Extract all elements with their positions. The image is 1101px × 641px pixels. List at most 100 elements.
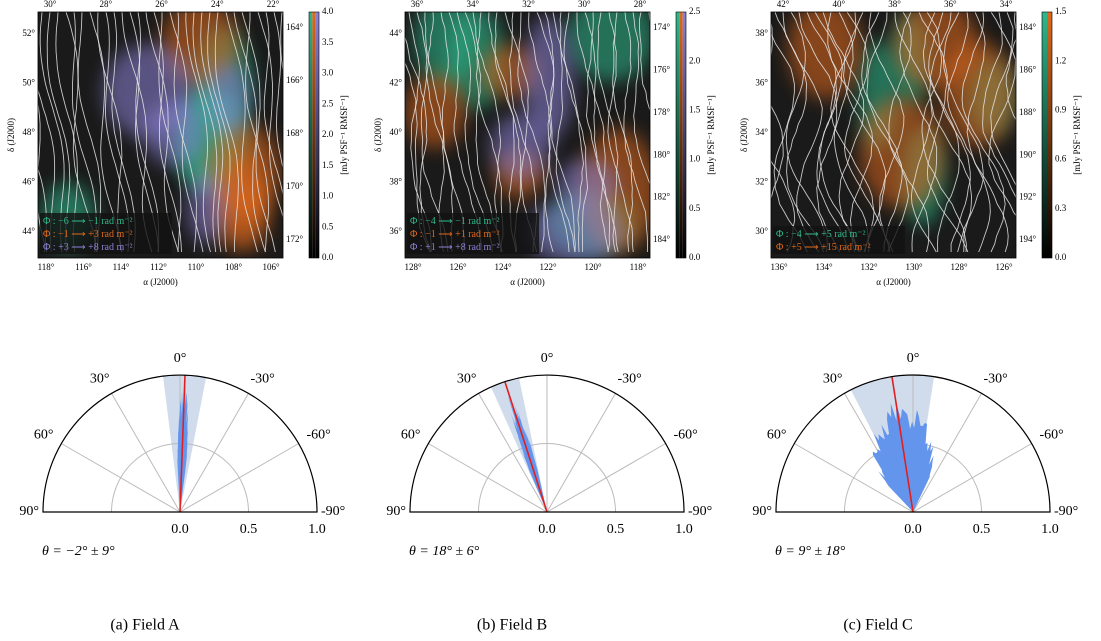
left-tick-label: 38° [755, 28, 768, 38]
polar-angle-label: -30° [618, 372, 642, 387]
left-tick-label: 36° [389, 226, 402, 236]
polar-angle-label: -30° [251, 372, 275, 387]
bottom-tick-label: 120° [584, 262, 602, 272]
caption: (b) Field B [477, 617, 547, 634]
theta-estimate: θ = 9° ± 18° [775, 544, 846, 559]
emission-blob [204, 62, 249, 136]
figure: Φ : −6 ⟶ −1 rad m⁻² Φ : −1 ⟶ +3 rad m⁻² Φ … [0, 0, 1101, 641]
legend-entry: Φ : −4 ⟶ −1 rad m⁻² [410, 216, 500, 227]
bottom-tick-label: 114° [113, 262, 130, 272]
colorbar-tick-label: 2.0 [322, 129, 334, 139]
top-tick-label: 38° [888, 0, 901, 9]
top-tick-label: 26° [155, 0, 168, 9]
y-axis-label: δ (J2000) [739, 118, 749, 152]
legend-entry: Φ : −1 ⟶ +3 rad m⁻² [43, 229, 133, 240]
bottom-tick-label: 118° [630, 262, 647, 272]
right-tick-label: 182° [653, 192, 671, 202]
polar-angle-label: 30° [457, 372, 477, 387]
colorbar-strip [1042, 12, 1047, 258]
polar-radial-label: 1.0 [308, 522, 326, 537]
colorbar-strip [309, 12, 312, 258]
field-line [1047, 12, 1092, 252]
right-tick-label: 166° [286, 75, 304, 85]
bottom-tick-label: 106° [262, 262, 280, 272]
polar-radial-label: 0.5 [240, 522, 258, 537]
top-tick-label: 36° [944, 0, 957, 9]
colorbar-tick-label: 2.5 [322, 98, 334, 108]
polar-grid-line [547, 393, 616, 512]
bottom-tick-label: 122° [539, 262, 557, 272]
legend-entry: Φ : −6 ⟶ −1 rad m⁻² [43, 216, 133, 227]
colorbar-tick-label: 1.5 [1055, 6, 1067, 16]
polar-angle-label: 60° [401, 428, 421, 443]
bottom-tick-label: 134° [815, 262, 833, 272]
colorbar-strip [679, 12, 682, 258]
right-tick-label: 184° [1019, 22, 1037, 32]
right-tick-label: 186° [1019, 64, 1037, 74]
bottom-tick-label: 124° [494, 262, 512, 272]
x-axis-label: α (J2000) [510, 277, 544, 287]
polar-angle-label: -90° [688, 504, 712, 519]
x-axis-label: α (J2000) [143, 277, 177, 287]
top-tick-label: 30° [44, 0, 57, 9]
polar-angle-label: 90° [386, 504, 406, 519]
polar-grid-line [61, 444, 180, 513]
polar-angle-label: 0° [541, 351, 554, 366]
left-tick-label: 52° [22, 28, 35, 38]
polar-angle-label: 90° [19, 504, 39, 519]
bottom-tick-label: 108° [225, 262, 243, 272]
left-tick-label: 50° [22, 78, 35, 88]
colorbar-tick-label: 3.0 [322, 68, 334, 78]
emission-blob [187, 172, 227, 244]
left-tick-label: 36° [755, 78, 768, 88]
right-tick-label: 180° [653, 149, 671, 159]
sky-map [745, 0, 1091, 258]
left-tick-label: 32° [755, 177, 768, 187]
colorbar-label: [mJy PSF⁻¹ RMSF⁻¹] [706, 95, 716, 174]
polar-angle-label: -60° [1040, 428, 1064, 443]
polar-angle-label: 60° [34, 428, 54, 443]
right-tick-label: 192° [1019, 192, 1037, 202]
polar-angle-label: 0° [907, 351, 920, 366]
top-tick-label: 40° [832, 0, 845, 9]
top-tick-label: 34° [466, 0, 479, 9]
polar-radial-label: 1.0 [675, 522, 693, 537]
colorbar-label: [mJy PSF⁻¹ RMSF⁻¹] [339, 95, 349, 174]
bottom-tick-label: 136° [770, 262, 788, 272]
top-tick-label: 22° [267, 0, 280, 9]
colorbar-tick-label: 2.0 [689, 55, 701, 65]
polar-angle-label: -90° [1054, 504, 1078, 519]
colorbar-strip [316, 12, 319, 258]
right-tick-label: 168° [286, 128, 304, 138]
field-line [1020, 12, 1062, 252]
bottom-tick-label: 112° [150, 262, 167, 272]
colorbar-strip [676, 12, 679, 258]
right-tick-label: 194° [1019, 234, 1037, 244]
bottom-tick-label: 132° [860, 262, 878, 272]
colorbar-strip [312, 12, 315, 258]
polar-angle-label: 90° [752, 504, 772, 519]
bottom-tick-label: 110° [188, 262, 205, 272]
left-tick-label: 44° [389, 28, 402, 38]
polar-angle-label: -60° [674, 428, 698, 443]
polar-radial-label: 0.0 [904, 522, 922, 537]
bottom-tick-label: 126° [449, 262, 467, 272]
left-tick-label: 40° [389, 127, 402, 137]
panel: Φ : −4 ⟶ +5 rad m⁻²Φ : +5 ⟶ +15 rad m⁻²4… [739, 0, 1092, 634]
colorbar-tick-label: 1.0 [689, 154, 701, 164]
top-tick-label: 32° [522, 0, 535, 9]
colorbar-tick-label: 1.5 [689, 104, 701, 114]
colorbar-tick-label: 1.5 [322, 160, 334, 170]
polar-angle-label: -90° [321, 504, 345, 519]
right-tick-label: 176° [653, 64, 671, 74]
top-tick-label: 42° [777, 0, 790, 9]
top-tick-label: 34° [1000, 0, 1013, 9]
bottom-tick-label: 116° [75, 262, 92, 272]
right-tick-label: 164° [286, 22, 304, 32]
legend-entry: Φ : −4 ⟶ +5 rad m⁻² [776, 229, 866, 240]
right-tick-label: 172° [286, 234, 304, 244]
colorbar-tick-label: 0.5 [322, 221, 334, 231]
left-tick-label: 42° [389, 78, 402, 88]
polar-radial-label: 0.0 [538, 522, 556, 537]
top-tick-label: 28° [634, 0, 647, 9]
